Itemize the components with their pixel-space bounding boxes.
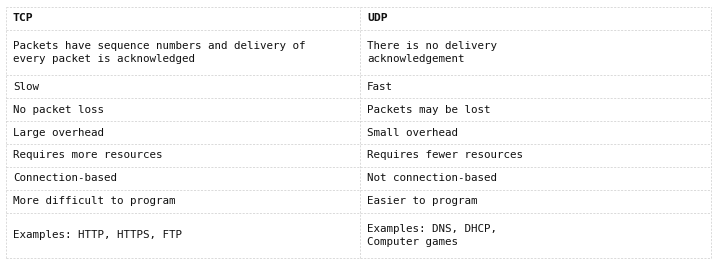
Text: Requires fewer resources: Requires fewer resources [367, 150, 523, 160]
Text: TCP: TCP [13, 13, 34, 23]
Text: More difficult to program: More difficult to program [13, 196, 176, 206]
Text: Fast: Fast [367, 82, 393, 92]
Text: Packets have sequence numbers and delivery of
every packet is acknowledged: Packets have sequence numbers and delive… [13, 41, 305, 64]
Text: Packets may be lost: Packets may be lost [367, 105, 490, 115]
Text: Slow: Slow [13, 82, 39, 92]
Text: Not connection-based: Not connection-based [367, 173, 497, 183]
Text: Examples: HTTP, HTTPS, FTP: Examples: HTTP, HTTPS, FTP [13, 231, 182, 241]
Text: No packet loss: No packet loss [13, 105, 104, 115]
Text: Easier to program: Easier to program [367, 196, 478, 206]
Text: Requires more resources: Requires more resources [13, 150, 163, 160]
Text: Connection-based: Connection-based [13, 173, 117, 183]
Text: Small overhead: Small overhead [367, 127, 458, 138]
Text: Examples: DNS, DHCP,
Computer games: Examples: DNS, DHCP, Computer games [367, 224, 497, 247]
Text: There is no delivery
acknowledgement: There is no delivery acknowledgement [367, 41, 497, 64]
Text: Large overhead: Large overhead [13, 127, 104, 138]
Text: UDP: UDP [367, 13, 388, 23]
